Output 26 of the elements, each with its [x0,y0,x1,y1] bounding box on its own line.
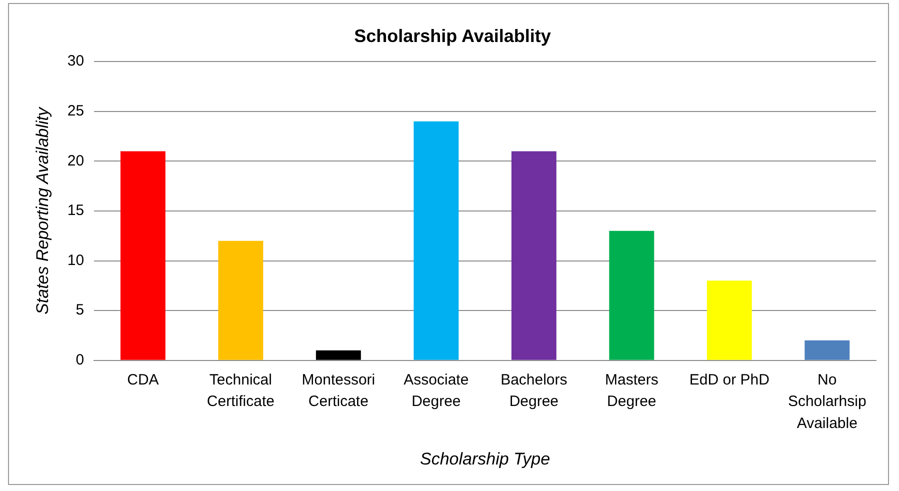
y-tick-label: 20 [67,152,84,170]
x-tick-label: No Scholarhsip Available [788,371,866,432]
y-tick-label: 30 [67,52,84,70]
bar [609,230,654,360]
x-tick-label: EdD or PhD [689,371,770,388]
bar [316,350,361,360]
y-tick-label: 10 [67,252,84,269]
y-tick-label: 15 [67,202,84,220]
bar [218,240,264,360]
x-tick-label: Bachelors Degree [500,371,568,410]
bar [804,340,850,360]
y-axis-title: States Reporting Availablity [32,106,52,314]
x-tick-label: Montessori Certicate [302,371,376,410]
x-tick-label: CDA [127,371,159,388]
chart-title: Scholarship Availablity [354,26,551,46]
y-tick-label: 5 [76,302,84,319]
bar [511,151,556,360]
y-tick-label: 0 [76,351,84,368]
bar [414,121,459,360]
x-tick-label: Technical Certificate [206,371,274,410]
x-axis-title: Scholarship Type [420,450,550,469]
bar [706,280,752,360]
x-tick-label: Associate Degree [404,371,469,410]
bar [120,151,166,360]
x-tick-label: Masters Degree [604,371,658,410]
y-tick-label: 25 [67,102,84,120]
